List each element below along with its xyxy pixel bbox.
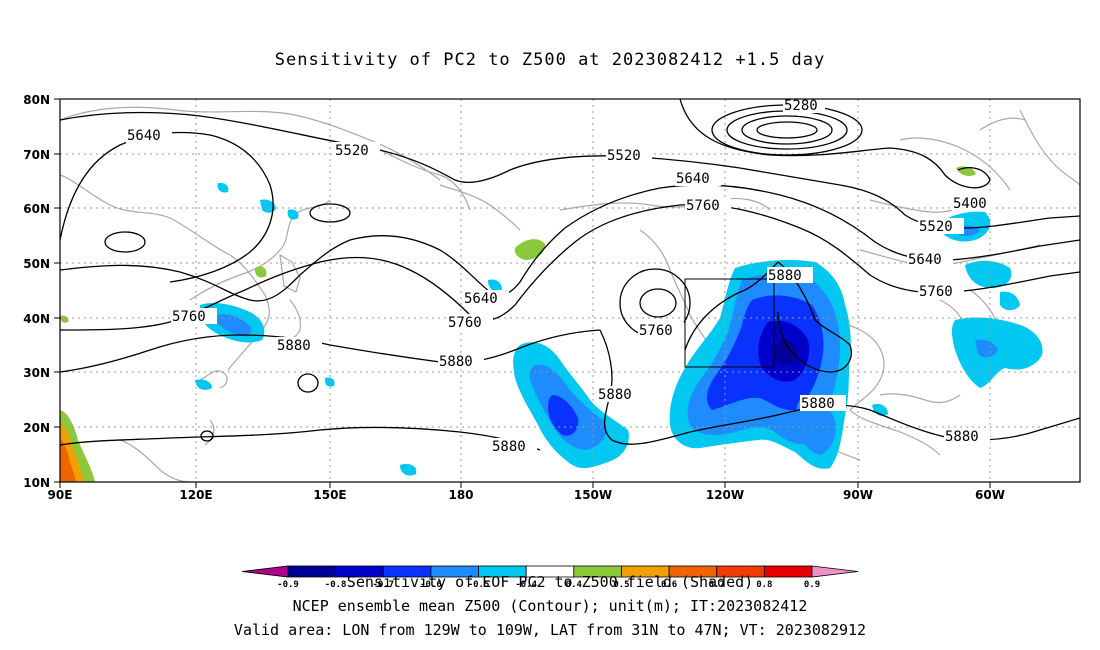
lat-label-20n: 20N <box>23 421 50 435</box>
contour-label: 5760 <box>639 323 673 339</box>
map-field: 5280 5400 5520 5520 5520 5640 5640 5640 … <box>60 98 1080 482</box>
colorbar-tick-label: 0.7 <box>709 580 725 590</box>
contour-label: 5880 <box>277 338 311 354</box>
lon-label-150w: 150W <box>574 488 612 502</box>
lat-label-10n: 10N <box>23 476 50 490</box>
contour-label: 5520 <box>607 148 641 164</box>
lon-label-150e: 150E <box>313 488 346 502</box>
lat-label-70n: 70N <box>23 148 50 162</box>
colorbar-tick-label: -0.8 <box>325 580 347 590</box>
colorbar: -0.9 -0.8 -0.7 -0.6 -0.5 -0.4 0.4 0.5 0.6 0.7 0.8 0… <box>241 565 859 590</box>
colorbar-tick-label: 0.6 <box>661 580 677 590</box>
contour-label: 5760 <box>172 309 206 325</box>
lat-label-50n: 50N <box>23 257 50 271</box>
colorbar-tick-label: -0.7 <box>372 580 394 590</box>
lat-label-60n: 60N <box>23 202 50 216</box>
footer-line-1: Sensitivity of EOF PC2 to Z500 field (Sh… <box>346 573 754 591</box>
contour-label: 5880 <box>492 439 526 455</box>
lon-label-120e: 120E <box>179 488 212 502</box>
lat-label-30n: 30N <box>23 366 50 380</box>
longitude-labels: 90E 120E 150E 180 150W 120W 90W 60W <box>48 488 1005 502</box>
colorbar-tick-label: 0.5 <box>613 580 629 590</box>
contour-labels: 5280 5400 5520 5520 5520 5640 5640 5640 … <box>126 98 996 455</box>
lon-label-90w: 90W <box>843 488 873 502</box>
contour-label: 5880 <box>768 268 802 284</box>
colorbar-tick-label: 0.8 <box>756 580 772 590</box>
contour-label: 5640 <box>464 291 498 307</box>
contour-label: 5640 <box>676 171 710 187</box>
grid-lines <box>60 99 1080 482</box>
lat-label-40n: 40N <box>23 312 50 326</box>
contour-label: 5640 <box>908 252 942 268</box>
contour-label: 5760 <box>686 198 720 214</box>
tick-marks <box>54 98 991 488</box>
lat-label-80n: 80N <box>23 93 50 107</box>
contour-label: 5760 <box>919 284 953 300</box>
contour-label: 5880 <box>598 387 632 403</box>
colorbar-tick-label: 0.9 <box>804 580 820 590</box>
contour-label: 5640 <box>127 128 161 144</box>
contour-label: 5280 <box>784 98 818 114</box>
colorbar-tick-label: -0.6 <box>420 580 442 590</box>
colorbar-tick-label: 0.4 <box>566 580 583 590</box>
contour-label: 5880 <box>945 429 979 445</box>
latitude-labels: 80N 70N 60N 50N 40N 30N 20N 10N <box>23 93 50 490</box>
colorbar-right-arrow <box>811 565 859 578</box>
lon-label-60w: 60W <box>975 488 1005 502</box>
contour-label: 5880 <box>439 354 473 370</box>
lon-label-120w: 120W <box>706 488 744 502</box>
contour-label: 5520 <box>919 219 953 235</box>
plot-frame <box>59 98 1081 483</box>
colorbar-tick-label: -0.9 <box>277 580 299 590</box>
footer-line-2: NCEP ensemble mean Z500 (Contour); unit(… <box>292 597 808 615</box>
colorbar-tick-label: -0.5 <box>468 580 490 590</box>
valid-area-box <box>684 278 775 368</box>
lon-label-90e: 90E <box>48 488 73 502</box>
contour-label: 5400 <box>953 196 987 212</box>
map-title: Sensitivity of PC2 to Z500 at 2023082412… <box>274 50 826 70</box>
contour-label: 5520 <box>335 143 369 159</box>
colorbar-tick-label: -0.4 <box>515 580 537 590</box>
footer-line-3: Valid area: LON from 129W to 109W, LAT f… <box>233 621 867 639</box>
sensitivity-shading <box>60 166 1043 482</box>
lon-label-180: 180 <box>448 488 473 502</box>
contour-label: 5880 <box>801 396 835 412</box>
contour-label: 5760 <box>448 315 482 331</box>
